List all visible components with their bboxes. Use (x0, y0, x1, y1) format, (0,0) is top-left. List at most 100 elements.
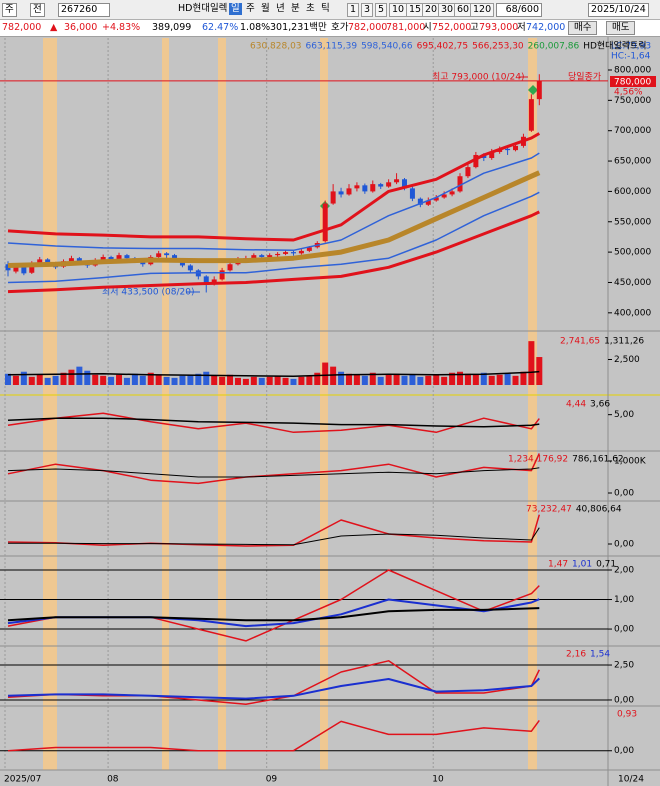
bid: 781,000 (386, 22, 426, 33)
period[interactable]: 년 (276, 3, 285, 14)
volume-bar (520, 371, 527, 385)
indicator-line (7, 152, 540, 252)
candle-body (346, 188, 352, 195)
period[interactable]: 초 (306, 3, 315, 14)
volume-bar (187, 374, 194, 385)
event-band (43, 38, 57, 770)
high-note: 최고 793,000 (10/24) (432, 72, 524, 83)
indicator-line (7, 412, 540, 434)
candle-body (172, 255, 178, 260)
sell-button[interactable]: 매도 (606, 21, 636, 35)
y-tick-label: 2,500 (614, 355, 640, 365)
volume-bar (361, 375, 368, 385)
interval[interactable]: 5 (375, 3, 388, 17)
candle-body (29, 263, 35, 273)
candle-body (164, 253, 170, 256)
market[interactable]: 주 (2, 3, 17, 17)
y-tick-label: 500,000 (614, 248, 651, 258)
stock-name: HD현대일렉 (178, 3, 228, 14)
candle-body (21, 265, 27, 274)
signal-marker (528, 85, 538, 95)
indicator-line (7, 677, 540, 700)
volume-bar (266, 376, 273, 385)
candle-body (227, 264, 233, 271)
interval[interactable]: 3 (361, 3, 374, 17)
y-tick-label: 600,000 (614, 187, 651, 197)
event-highlights (43, 38, 537, 770)
y-tick-label: 5,00 (614, 410, 634, 420)
volume-bar (504, 373, 511, 385)
period[interactable]: 분 (291, 3, 300, 14)
candle-body (322, 203, 328, 242)
candle-body (425, 200, 431, 205)
y-tick-label: 0,00 (614, 489, 634, 499)
candle-body (203, 276, 209, 283)
y-tick-label: 700,000 (614, 126, 651, 136)
date[interactable]: 2025/10/24 (588, 3, 649, 17)
exchange[interactable]: 전 (30, 3, 45, 17)
indicator-line (7, 607, 540, 622)
x-tick-label: 10 (432, 775, 444, 785)
low: 742,000 (526, 22, 566, 33)
candle-body (45, 259, 51, 265)
volume-bar (131, 373, 138, 385)
y-tick-label: 1,000K (614, 457, 647, 467)
volume-bar (139, 375, 146, 385)
interval[interactable]: 30 (438, 3, 457, 17)
volume-bar (211, 375, 218, 385)
y-tick-label: 0,00 (614, 746, 634, 756)
y-tick-label: 400,000 (614, 308, 651, 318)
y-tick-label: 550,000 (614, 217, 651, 227)
readout: 630,828,03 (250, 42, 302, 52)
candle-body (441, 194, 447, 198)
volume-bar (449, 372, 456, 385)
volume-bar (496, 374, 503, 385)
open-label: 시 (423, 22, 432, 33)
interval[interactable]: 60 (454, 3, 473, 17)
volume-bar (472, 374, 479, 385)
volume-bar (44, 377, 51, 385)
plot-background (0, 36, 608, 770)
readout: HD현대일렉트릭 (583, 40, 646, 52)
volume-bar (12, 375, 19, 385)
period[interactable]: 월 (261, 3, 270, 14)
candle-body (402, 179, 407, 189)
volume-bar (464, 373, 471, 385)
volume-bar (234, 377, 241, 385)
readout: 2,741,65 (560, 337, 600, 347)
y-tick-label: 1,00 (614, 595, 634, 605)
volume-bar (338, 371, 345, 385)
code-input[interactable]: 267260 (58, 3, 110, 17)
readout: 1,54 (590, 650, 610, 660)
price: 782,000 (2, 22, 42, 33)
buy-button[interactable]: 매수 (568, 21, 598, 35)
y-tick-label: 650,000 (614, 157, 651, 167)
volume-bar (536, 357, 543, 385)
ask-label: 호가 (331, 22, 349, 33)
period[interactable]: 틱 (321, 3, 330, 14)
cursor-date: 10/24 (618, 775, 644, 785)
period[interactable]: 일 (229, 3, 242, 15)
interval[interactable]: 120 (470, 3, 495, 17)
candle-body (68, 258, 74, 262)
readout: 598,540,66 (361, 42, 413, 52)
turnover: 1.08% (240, 22, 271, 33)
candle-body (187, 265, 193, 271)
period[interactable]: 주 (246, 3, 255, 14)
candle-body (505, 148, 511, 151)
interval[interactable]: 1 (347, 3, 360, 17)
x-tick-label: 09 (266, 775, 278, 785)
volume-bar (433, 374, 440, 385)
low-note: 최저 433,500 (08/20) (102, 287, 194, 298)
candle-body (259, 255, 265, 257)
candle-body (386, 182, 392, 187)
volume-bar (298, 376, 305, 385)
change: 36,000 (64, 22, 98, 33)
readout: 786,161,62 (572, 455, 624, 465)
volume-bar (5, 373, 11, 385)
readout: 1,01 (572, 560, 592, 570)
panel-separators (0, 36, 660, 786)
interval[interactable]: 10 (389, 3, 408, 17)
volume-bar (179, 375, 186, 385)
volume-bar (20, 371, 27, 385)
